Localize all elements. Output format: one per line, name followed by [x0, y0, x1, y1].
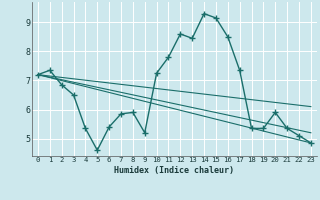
X-axis label: Humidex (Indice chaleur): Humidex (Indice chaleur): [115, 166, 234, 175]
